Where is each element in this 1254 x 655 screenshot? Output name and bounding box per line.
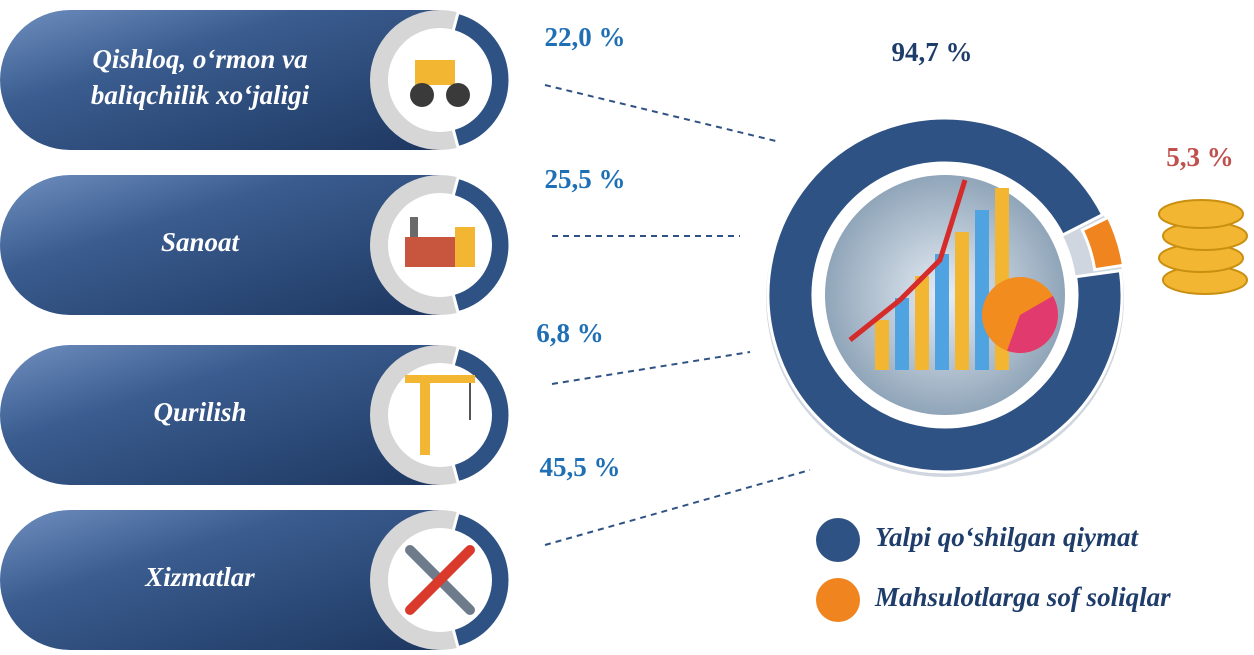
sector-pill xyxy=(0,10,440,150)
image-pie-slice xyxy=(1007,296,1058,353)
legend-swatch xyxy=(816,578,860,622)
icon xyxy=(446,83,470,107)
icon-bg xyxy=(388,363,492,467)
icon xyxy=(405,237,455,267)
sector-name: Qishloq, o‘rmon va xyxy=(92,44,307,74)
sector-icon xyxy=(405,217,475,267)
sector-value: 45,5 % xyxy=(540,452,621,482)
image-bar xyxy=(975,210,989,370)
sector-name: Qurilish xyxy=(153,397,246,427)
sector-icon xyxy=(405,545,475,615)
donut-segment xyxy=(766,116,1124,474)
sector-value: 22,0 % xyxy=(545,22,626,52)
donut-label: 94,7 % xyxy=(892,37,973,67)
icon xyxy=(405,375,475,383)
icon xyxy=(420,375,430,455)
sector-name: baliqchilik xo‘jaligi xyxy=(91,80,310,110)
legend-label: Mahsulotlarga sof soliqlar xyxy=(874,582,1171,612)
connector xyxy=(544,469,811,546)
image-bar xyxy=(955,232,969,370)
sector-value: 6,8 % xyxy=(536,318,604,348)
sector-pill xyxy=(0,510,440,650)
icon xyxy=(455,227,475,267)
icon xyxy=(415,60,455,85)
connector xyxy=(551,351,751,385)
donut-label: 5,3 % xyxy=(1166,142,1234,172)
sector-value: 25,5 % xyxy=(545,164,626,194)
sector-name: Sanoat xyxy=(161,227,241,257)
coin xyxy=(1158,199,1244,229)
sector-pill xyxy=(0,175,440,315)
legend-swatch xyxy=(816,518,860,562)
sector-pill xyxy=(0,345,440,485)
image-bar xyxy=(875,320,889,370)
sector-icon xyxy=(410,60,470,107)
legend-label: Yalpi qo‘shilgan qiymat xyxy=(875,522,1140,552)
image-arrow xyxy=(848,179,968,342)
connector xyxy=(544,84,781,143)
image-bar xyxy=(895,298,909,370)
icon xyxy=(410,217,418,237)
image-bar xyxy=(915,276,929,370)
donut-segment xyxy=(1080,215,1126,272)
sector-icon xyxy=(405,375,475,455)
icon xyxy=(405,545,475,615)
image-bar xyxy=(935,254,949,370)
sector-name: Xizmatlar xyxy=(144,562,255,592)
icon xyxy=(410,83,434,107)
